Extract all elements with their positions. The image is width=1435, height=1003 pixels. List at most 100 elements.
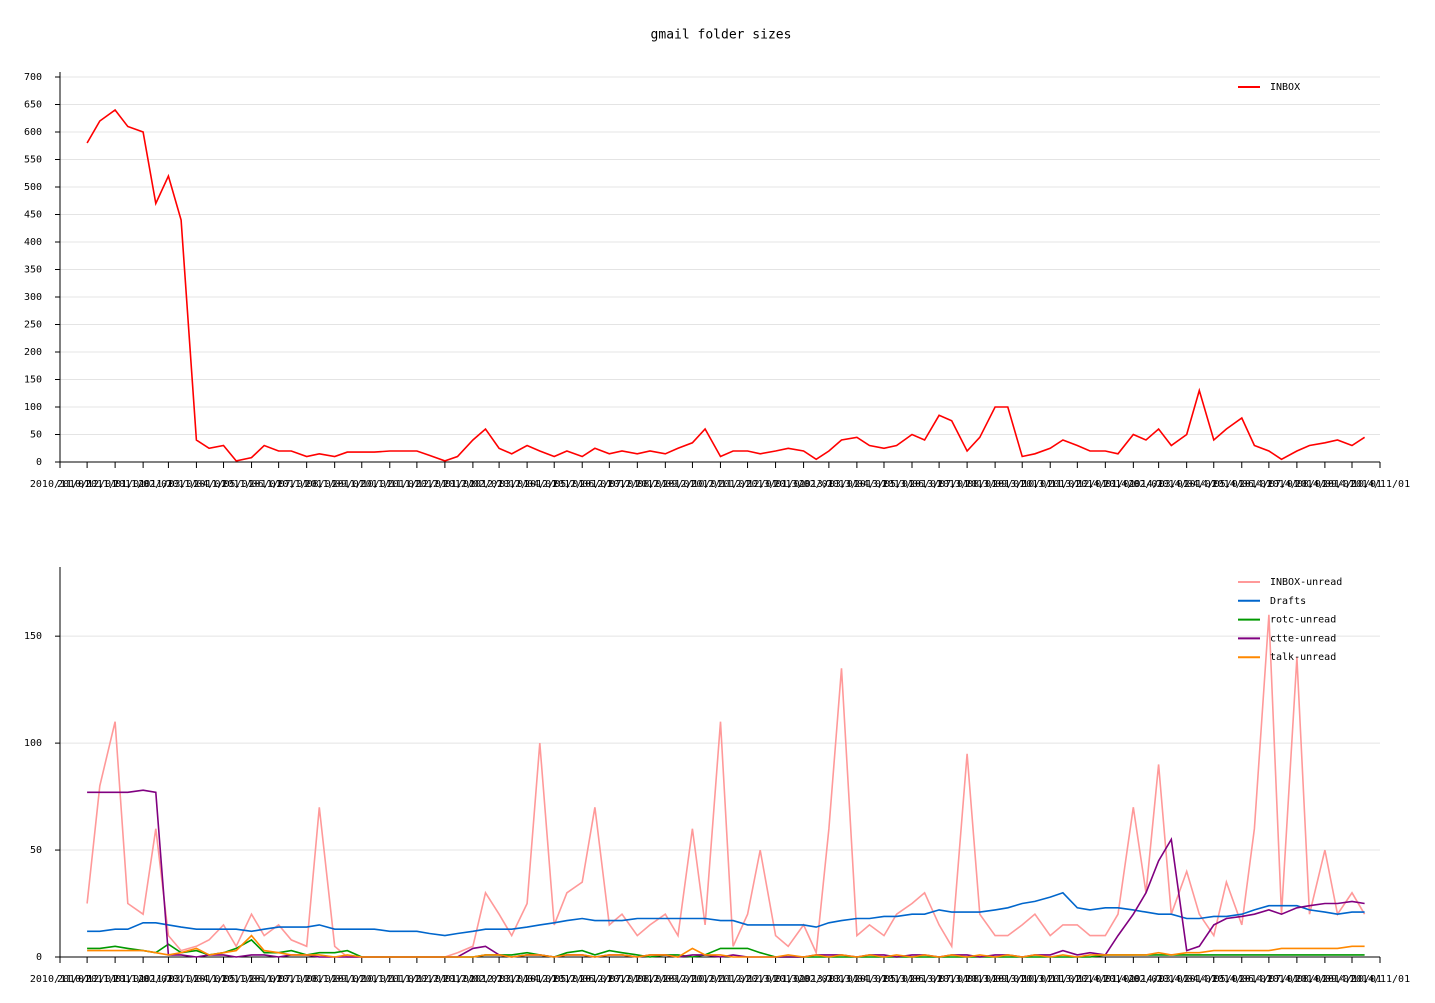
x-tick-label: 2013/01/01: [745, 479, 805, 490]
x-tick-label: 2012/07/01: [579, 974, 639, 985]
y-tick-label: 0: [36, 457, 42, 468]
x-tick-label: 2011/07/01: [249, 974, 309, 985]
x-tick-label: 2013/09/01: [965, 974, 1025, 985]
x-tick-label: 2014/03/01: [1129, 974, 1189, 985]
x-tick-label: 2011/02/01: [113, 479, 173, 490]
x-tick-label: 2013/12/01: [1047, 974, 1107, 985]
x-tick-label: 2014/04/01: [1157, 974, 1217, 985]
y-tick-label: 150: [24, 631, 42, 642]
x-tick-label: 2012/05/01: [524, 479, 584, 490]
x-tick-label: 2013/04/01: [827, 974, 887, 985]
x-tick-label: 2012/04/01: [497, 974, 557, 985]
x-tick-label: 2014/08/01: [1267, 479, 1327, 490]
legend-label: INBOX: [1270, 82, 1300, 93]
x-tick-label: 2014/06/01: [1212, 479, 1272, 490]
x-tick-label: 2014/09/01: [1295, 974, 1355, 985]
x-tick-label: 2014/05/01: [1184, 479, 1244, 490]
x-tick-label: 2011/05/01: [193, 479, 253, 490]
x-tick-label: 2012/01/01: [415, 974, 475, 985]
x-tick-label: 2011/06/01: [221, 974, 281, 985]
x-tick-label: 2014/10/01: [1322, 479, 1382, 490]
x-tick-label: 2013/02/01: [773, 479, 833, 490]
y-tick-label: 550: [24, 155, 42, 166]
x-tick-label: 2014/01/01: [1075, 479, 1135, 490]
x-tick-label: 2013/05/01: [854, 974, 914, 985]
y-tick-label: 700: [24, 72, 42, 83]
legend-label: talk-unread: [1270, 652, 1336, 663]
x-tick-label: 2011/09/01: [305, 479, 365, 490]
x-tick-label: 2013/09/01: [965, 479, 1025, 490]
y-tick-label: 500: [24, 182, 42, 193]
x-tick-label: 2014/04/01: [1157, 479, 1217, 490]
y-tick-label: 0: [36, 952, 42, 963]
x-tick-label: 2011/09/01: [305, 974, 365, 985]
x-tick-label: 2011/01/01: [85, 479, 145, 490]
series-line: [87, 938, 1365, 958]
x-tick-label: 2012/01/01: [415, 479, 475, 490]
x-tick-label: 2012/03/01: [469, 479, 529, 490]
series-line: [87, 891, 1365, 937]
x-tick-label: 2014/06/01: [1212, 974, 1272, 985]
x-tick-label: 2010/11/01: [30, 974, 90, 985]
x-tick-label: 2012/06/01: [552, 479, 612, 490]
y-tick-label: 100: [24, 402, 42, 413]
series-line: [86, 614, 1366, 958]
x-tick-label: 2011/08/01: [277, 974, 337, 985]
legend-label: Drafts: [1270, 596, 1306, 607]
x-tick-label: 2012/08/01: [607, 974, 667, 985]
x-tick-label: 2012/12/01: [717, 479, 777, 490]
x-tick-label: 2012/09/01: [635, 479, 695, 490]
x-tick-label: 2011/04/01: [166, 974, 226, 985]
x-tick-label: 2014/11/01: [1350, 479, 1410, 490]
x-tick-label: 2011/12/01: [387, 974, 447, 985]
x-tick-label: 2011/06/01: [221, 479, 281, 490]
y-tick-label: 100: [24, 738, 42, 749]
y-tick-label: 600: [24, 127, 42, 138]
series-line: [87, 934, 1365, 958]
legend-label: INBOX-unread: [1270, 577, 1342, 588]
x-tick-label: 2013/03/01: [799, 974, 859, 985]
x-tick-label: 2012/06/01: [552, 974, 612, 985]
x-tick-label: 2013/03/01: [799, 479, 859, 490]
x-tick-label: 2011/11/01: [360, 479, 420, 490]
y-tick-label: 300: [24, 292, 42, 303]
x-tick-label: 2012/12/01: [717, 974, 777, 985]
x-tick-label: 2013/04/01: [827, 479, 887, 490]
x-tick-label: 2014/08/01: [1267, 974, 1327, 985]
x-tick-label: 2011/04/01: [166, 479, 226, 490]
x-tick-label: 2014/02/01: [1103, 974, 1163, 985]
x-tick-label: 2012/03/01: [469, 974, 529, 985]
legend-label: rotc-unread: [1270, 615, 1336, 626]
x-tick-label: 2011/03/01: [138, 479, 198, 490]
x-tick-label: 2012/10/01: [662, 479, 722, 490]
x-tick-label: 2013/12/01: [1047, 479, 1107, 490]
x-tick-label: 2013/06/01: [882, 479, 942, 490]
x-tick-label: 2012/04/01: [497, 479, 557, 490]
x-tick-label: 2012/02/01: [443, 479, 503, 490]
x-tick-label: 2012/11/01: [690, 479, 750, 490]
x-tick-label: 2013/11/01: [1020, 974, 1080, 985]
x-tick-label: 2014/07/01: [1239, 974, 1299, 985]
x-tick-label: 2011/07/01: [249, 479, 309, 490]
series-line: [86, 108, 1366, 462]
x-tick-label: 2010/11/01: [30, 479, 90, 490]
x-tick-label: 2011/11/01: [360, 974, 420, 985]
x-tick-label: 2013/10/01: [992, 479, 1052, 490]
x-tick-label: 2013/10/01: [992, 974, 1052, 985]
x-tick-label: 2013/06/01: [882, 974, 942, 985]
x-tick-label: 2011/03/01: [138, 974, 198, 985]
x-tick-label: 2014/02/01: [1103, 479, 1163, 490]
x-tick-label: 2011/02/01: [113, 974, 173, 985]
x-tick-label: 2011/05/01: [193, 974, 253, 985]
x-tick-label: 2012/07/01: [579, 479, 639, 490]
y-tick-label: 450: [24, 210, 42, 221]
y-tick-label: 650: [24, 100, 42, 111]
x-tick-label: 2013/05/01: [854, 479, 914, 490]
y-tick-label: 50: [30, 430, 42, 441]
x-tick-label: 2013/08/01: [937, 479, 997, 490]
x-tick-label: 2013/11/01: [1020, 479, 1080, 490]
x-tick-label: 2012/05/01: [524, 974, 584, 985]
